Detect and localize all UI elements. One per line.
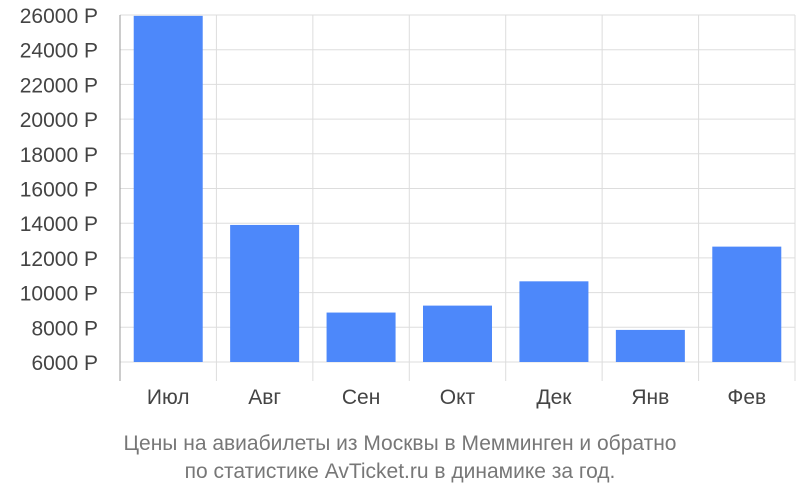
bar-Фев <box>712 246 782 362</box>
bar-Окт <box>423 305 492 362</box>
y-tick-label: 24000 Р <box>20 40 98 63</box>
x-tick-label: Сен <box>342 386 380 409</box>
y-tick-label: 6000 Р <box>31 352 98 375</box>
chart-caption-line-1: Цены на авиабилеты из Москвы в Мемминген… <box>123 432 677 455</box>
x-tick-label: Дек <box>536 386 572 409</box>
y-tick-label: 18000 Р <box>20 144 98 167</box>
bar-Дек <box>519 281 589 362</box>
bars <box>133 15 782 363</box>
bar-Сен <box>326 312 396 362</box>
x-axis-tick-labels: Июл Авг Сен Окт Дек Янв Фев <box>147 386 766 409</box>
x-tick-label: Авг <box>248 386 281 409</box>
y-tick-label: 10000 Р <box>20 283 98 306</box>
y-tick-label: 22000 Р <box>20 74 98 97</box>
x-tick-label: Фев <box>727 386 766 409</box>
bar-chart: 26000 Р 24000 Р 22000 Р 20000 Р 18000 Р 16000… <box>20 5 796 409</box>
chart-caption-line-2: по статистике AvTicket.ru в динамике за … <box>184 460 616 483</box>
y-tick-label: 14000 Р <box>20 213 98 236</box>
y-tick-label: 26000 Р <box>20 5 98 28</box>
y-tick-label: 16000 Р <box>20 179 98 202</box>
x-tick-label: Янв <box>631 386 669 409</box>
bar-Июл <box>133 15 203 363</box>
x-tick-label: Июл <box>147 386 190 409</box>
y-axis-tick-labels: 26000 Р 24000 Р 22000 Р 20000 Р 18000 Р 16000… <box>20 5 98 375</box>
y-tick-label: 20000 Р <box>20 109 98 132</box>
x-tick-label: Окт <box>440 386 476 409</box>
bar-Авг <box>230 224 300 362</box>
y-tick-label: 8000 Р <box>31 317 98 340</box>
bar-Янв <box>615 329 685 362</box>
y-tick-label: 12000 Р <box>20 248 98 271</box>
